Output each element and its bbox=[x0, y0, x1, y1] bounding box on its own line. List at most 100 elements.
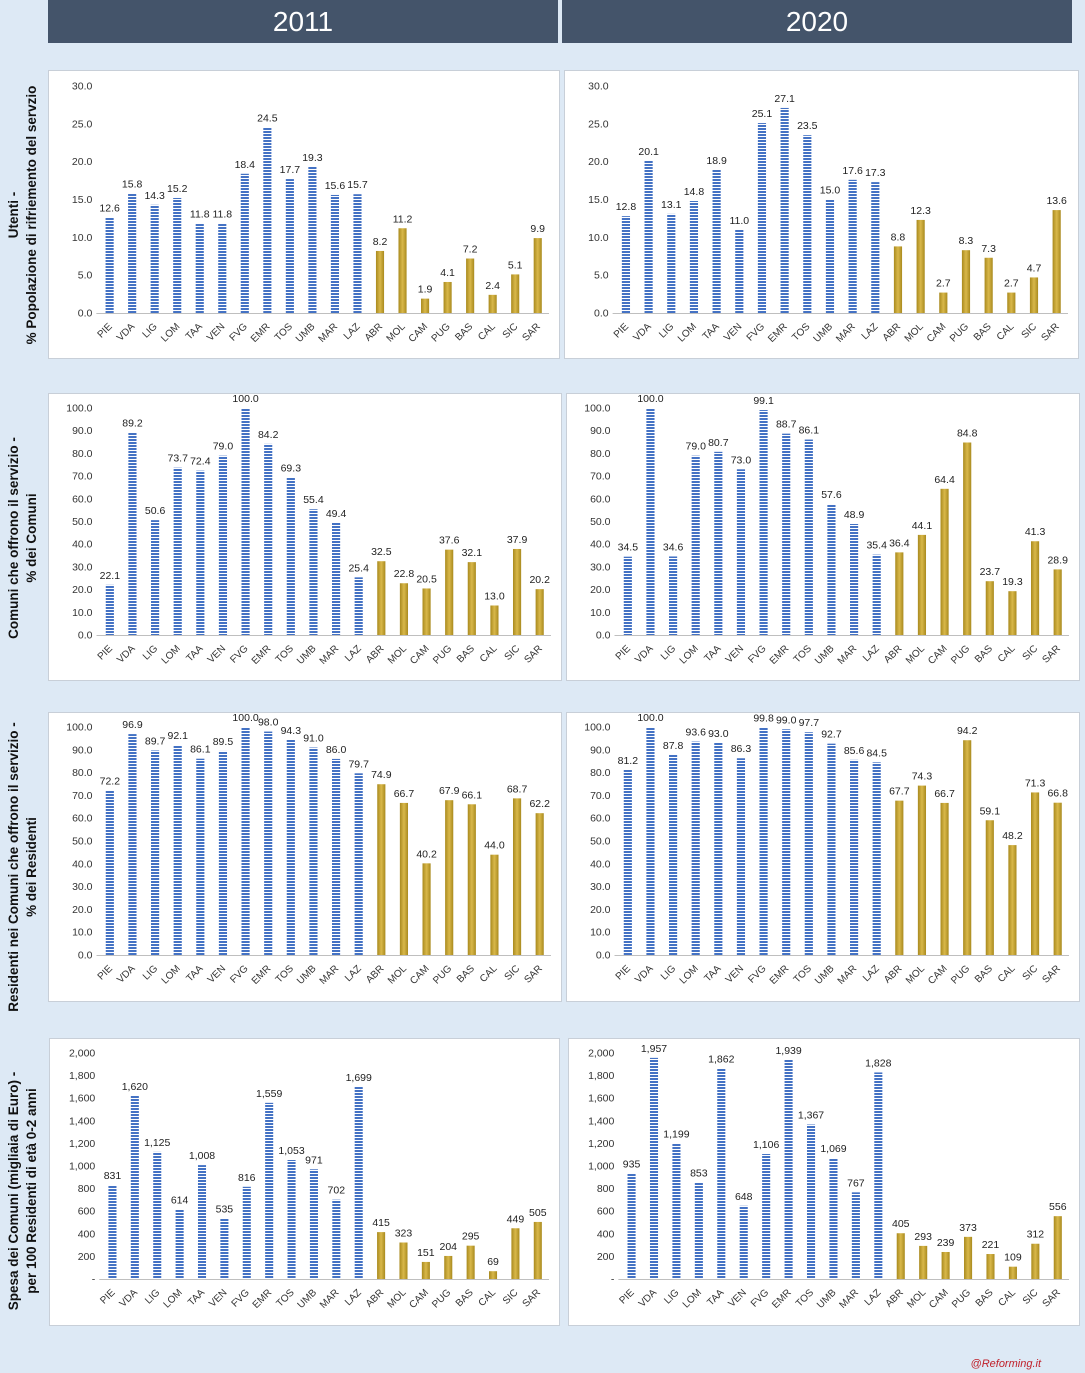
bar-fvg bbox=[241, 727, 250, 955]
y-tick-label: 600 bbox=[78, 1206, 96, 1218]
bar-taa bbox=[196, 470, 205, 635]
data-label-mol: 44.1 bbox=[912, 520, 933, 532]
bar-vda bbox=[646, 408, 655, 635]
x-tick-label-lom: LOM bbox=[678, 643, 701, 666]
x-tick-label-vda: VDA bbox=[633, 643, 656, 666]
bar-vda bbox=[646, 727, 655, 955]
data-label-lom: 614 bbox=[171, 1195, 189, 1207]
data-label-sic: 5.1 bbox=[508, 259, 523, 271]
x-tick-label-sic: SIC bbox=[501, 321, 521, 341]
chart-svg: 0.0 10.0 20.0 30.0 40.0 50.0 60.0 70.0 80.0 90.0 1… bbox=[66, 713, 551, 987]
bar-umb bbox=[829, 1158, 838, 1279]
data-label-mar: 85.6 bbox=[844, 745, 865, 757]
bar-mol bbox=[399, 802, 409, 955]
y-tick-label: 20.0 bbox=[72, 904, 93, 916]
x-tick-label-pie: PIE bbox=[98, 1287, 117, 1306]
bar-mol bbox=[919, 1245, 928, 1279]
y-tick-label: - bbox=[611, 1274, 615, 1286]
x-tick-label-cam: CAM bbox=[925, 321, 949, 345]
x-tick-label-bas: BAS bbox=[974, 1287, 996, 1309]
data-label-mol: 22.8 bbox=[394, 568, 415, 580]
x-tick-label-sar: SAR bbox=[1041, 1287, 1063, 1309]
x-tick-label-tos: TOS bbox=[790, 321, 812, 343]
data-label-vda: 1,957 bbox=[641, 1043, 667, 1055]
bar-umb bbox=[825, 199, 835, 313]
data-label-abr: 32.5 bbox=[371, 546, 392, 558]
bar-bas bbox=[985, 581, 994, 635]
bar-mol bbox=[917, 785, 927, 955]
bar-sar bbox=[1052, 210, 1061, 313]
x-tick-label-fvg: FVG bbox=[746, 963, 768, 985]
data-label-ven: 648 bbox=[735, 1191, 753, 1203]
data-label-mol: 74.3 bbox=[912, 771, 933, 783]
data-label-pug: 67.9 bbox=[439, 785, 460, 797]
data-label-umb: 55.4 bbox=[303, 494, 324, 506]
y-tick-label: 50.0 bbox=[72, 836, 93, 848]
x-tick-label-bas: BAS bbox=[455, 963, 477, 985]
row-label-spesa: Spesa dei Comuni (migliaia di Euro) - per… bbox=[0, 1038, 46, 1343]
data-label-sar: 62.2 bbox=[529, 798, 550, 810]
x-tick-label-emr: EMR bbox=[250, 643, 274, 667]
data-label-vda: 15.8 bbox=[122, 178, 143, 190]
bar-taa bbox=[195, 223, 204, 313]
y-tick-label: 20.0 bbox=[590, 584, 611, 596]
x-tick-label-sar: SAR bbox=[1040, 963, 1062, 985]
data-label-cam: 151 bbox=[417, 1247, 435, 1259]
y-tick-label: 10.0 bbox=[72, 607, 93, 619]
data-label-bas: 59.1 bbox=[980, 805, 1001, 817]
x-tick-label-lig: LIG bbox=[659, 963, 678, 982]
bar-abr bbox=[375, 250, 385, 313]
bar-umb bbox=[309, 1169, 318, 1279]
data-label-lig: 34.6 bbox=[663, 541, 684, 553]
y-tick-label: 50.0 bbox=[590, 836, 611, 848]
y-tick-label: 70.0 bbox=[590, 471, 611, 483]
row-label-line: Comuni che offrono il servizio - bbox=[6, 437, 21, 639]
bar-tos bbox=[804, 732, 813, 955]
bar-cal bbox=[490, 605, 499, 635]
x-tick-label-abr: ABR bbox=[882, 963, 904, 985]
x-tick-label-lom: LOM bbox=[676, 321, 699, 344]
bar-pug bbox=[445, 800, 454, 955]
bar-mol bbox=[399, 1242, 408, 1279]
bar-lom bbox=[694, 1182, 703, 1279]
bar-lig bbox=[151, 750, 160, 955]
x-tick-label-cam: CAM bbox=[926, 963, 950, 987]
y-tick-label: 50.0 bbox=[590, 516, 611, 528]
y-tick-label: 10.0 bbox=[590, 607, 611, 619]
data-label-laz: 15.7 bbox=[347, 179, 368, 191]
bar-lig bbox=[672, 1143, 681, 1279]
bar-sic bbox=[1030, 792, 1040, 955]
x-tick-label-ven: VEN bbox=[722, 321, 744, 343]
x-tick-label-cal: CAL bbox=[478, 963, 500, 985]
x-tick-label-pug: PUG bbox=[430, 1287, 453, 1310]
data-label-umb: 92.7 bbox=[821, 729, 842, 741]
data-label-fvg: 99.8 bbox=[753, 713, 774, 724]
y-tick-label: 30.0 bbox=[590, 561, 611, 573]
bar-lom bbox=[173, 745, 182, 955]
bar-sic bbox=[1030, 541, 1040, 635]
x-tick-label-sic: SIC bbox=[1021, 963, 1041, 983]
row-label-line: % dei Residenti bbox=[24, 817, 39, 917]
chart-svg: 0.0 10.0 20.0 30.0 40.0 50.0 60.0 70.0 80.0 90.0 1… bbox=[584, 394, 1069, 667]
bar-ven bbox=[220, 1218, 229, 1279]
bar-cal bbox=[1008, 1266, 1017, 1279]
x-tick-label-mar: MAR bbox=[317, 321, 341, 345]
x-tick-label-emr: EMR bbox=[768, 643, 792, 667]
chart-panel-comuni-2011: 0.0 10.0 20.0 30.0 40.0 50.0 60.0 70.0 80.0 90.0 1… bbox=[48, 393, 562, 681]
y-tick-label: 70.0 bbox=[72, 790, 93, 802]
y-tick-label: 1,800 bbox=[588, 1070, 614, 1082]
x-tick-label-ven: VEN bbox=[206, 643, 228, 665]
data-label-emr: 99.0 bbox=[776, 714, 797, 726]
bar-emr bbox=[782, 729, 791, 955]
y-tick-label: 800 bbox=[597, 1183, 615, 1195]
bar-tos bbox=[286, 739, 295, 955]
x-tick-label-tos: TOS bbox=[792, 643, 814, 665]
x-tick-label-vda: VDA bbox=[115, 321, 138, 344]
data-label-taa: 1,008 bbox=[189, 1150, 215, 1162]
x-tick-label-vda: VDA bbox=[115, 963, 138, 986]
x-tick-label-mol: MOL bbox=[386, 643, 409, 666]
x-tick-label-ven: VEN bbox=[727, 1287, 749, 1309]
y-tick-label: 0.0 bbox=[78, 308, 93, 320]
data-label-sar: 28.9 bbox=[1047, 554, 1068, 566]
x-tick-label-taa: TAA bbox=[705, 1287, 726, 1308]
